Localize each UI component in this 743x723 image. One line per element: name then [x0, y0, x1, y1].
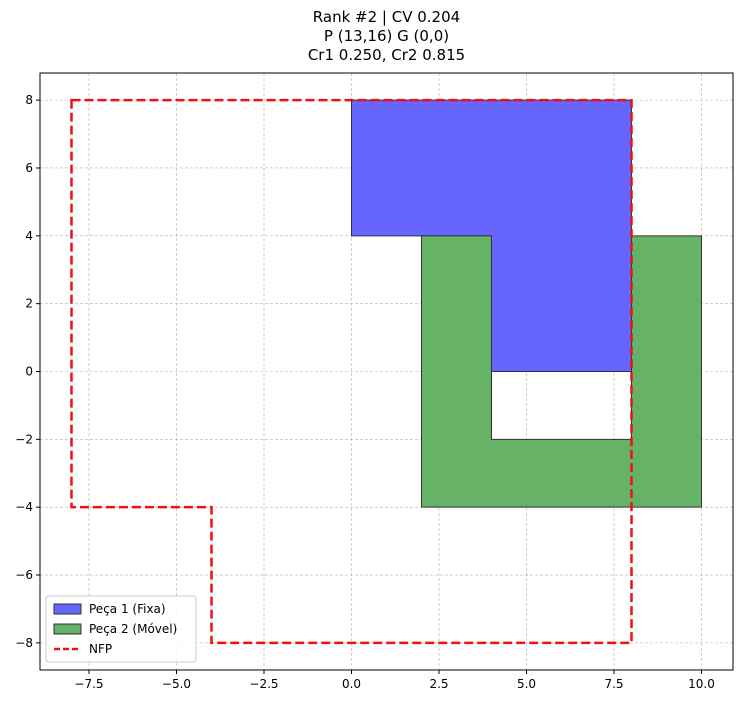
series-layer [70, 98, 702, 645]
x-tick-label-5: 5.0 [517, 677, 536, 691]
x-tick-label-3: 0.0 [342, 677, 361, 691]
legend-swatch-2 [53, 623, 82, 635]
x-tick-label-6: 7.5 [604, 677, 623, 691]
y-tick-label-6: 4 [25, 229, 33, 243]
series-3-outline [70, 98, 633, 645]
y-tick-label-8: 8 [25, 93, 33, 107]
legend-label-3: NFP [89, 642, 112, 656]
y-tick-label-4: 0 [25, 365, 33, 379]
legend-label-2: Peça 2 (Móvel) [89, 622, 177, 636]
axis-ticks: −7.5 −5.0 −2.5 0.0 2.5 5.0 7.5 10.0 −8 −6 −4 −2 0 2 4 6… [15, 93, 715, 691]
y-tick-label-3: −2 [15, 432, 33, 446]
x-tick-label-2: −2.5 [249, 677, 278, 691]
x-tick-label-7: 10.0 [688, 677, 715, 691]
legend: Peça 1 (Fixa) Peça 2 (Móvel) NFP [45, 595, 197, 663]
legend-box [45, 595, 197, 663]
x-tick-label-4: 2.5 [429, 677, 448, 691]
y-tick-label-0: −8 [15, 636, 33, 650]
legend-swatch-1 [53, 603, 82, 615]
y-tick-label-1: −6 [15, 568, 33, 582]
title-line-1: Rank #2 | CV 0.204 [313, 8, 460, 26]
title-line-2: P (13,16) G (0,0) [324, 27, 449, 45]
legend-label-1: Peça 1 (Fixa) [89, 602, 166, 616]
y-tick-label-2: −4 [15, 500, 33, 514]
x-tick-label-1: −5.0 [162, 677, 191, 691]
y-tick-label-7: 6 [25, 161, 33, 175]
y-tick-label-5: 2 [25, 297, 33, 311]
title-line-3: Cr1 0.250, Cr2 0.815 [308, 46, 465, 64]
x-tick-label-0: −7.5 [74, 677, 103, 691]
